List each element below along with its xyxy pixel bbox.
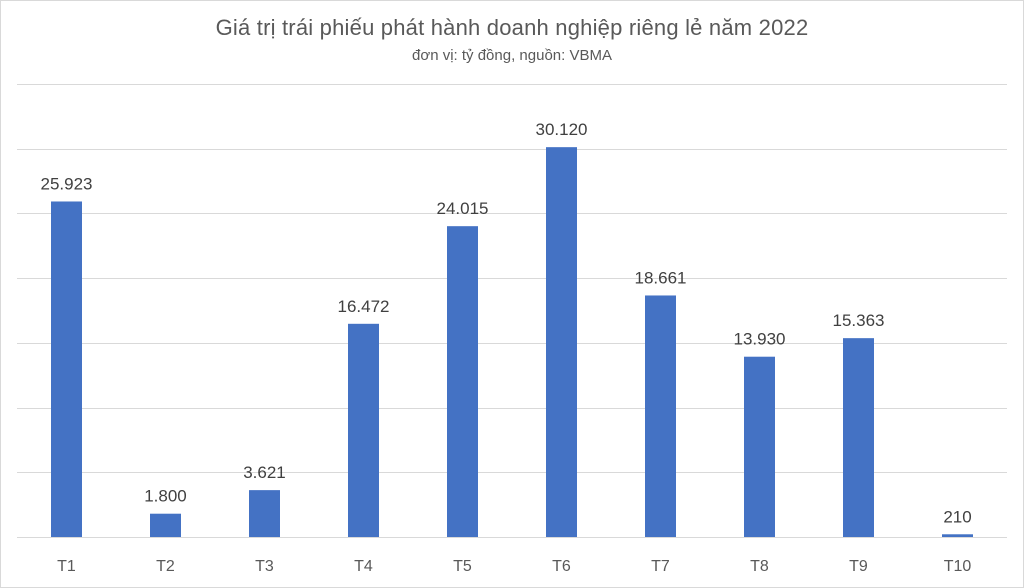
bar-t5 xyxy=(447,226,478,537)
x-tick-label-t3: T3 xyxy=(255,558,274,575)
data-label-t9: 15.363 xyxy=(833,311,885,330)
x-tick-label-t1: T1 xyxy=(57,558,76,575)
chart-subtitle: đơn vị: tỷ đồng, nguồn: VBMA xyxy=(412,47,612,64)
data-label-t10: 210 xyxy=(943,507,971,526)
data-label-t6: 30.120 xyxy=(536,120,588,139)
data-label-t2: 1.800 xyxy=(144,487,187,506)
data-label-t3: 3.621 xyxy=(243,463,286,482)
x-tick-label-t9: T9 xyxy=(849,558,868,575)
x-tick-label-t6: T6 xyxy=(552,558,571,575)
data-label-t1: 25.923 xyxy=(41,174,93,193)
x-tick-label-t10: T10 xyxy=(944,558,972,575)
bar-t2 xyxy=(150,513,181,537)
x-tick-label-t7: T7 xyxy=(651,558,670,575)
bar-t10 xyxy=(942,534,973,537)
bar-t6 xyxy=(546,147,577,538)
x-tick-label-t2: T2 xyxy=(156,558,175,575)
bar-t3 xyxy=(249,490,280,537)
x-tick-label-t5: T5 xyxy=(453,558,472,575)
bar-t7 xyxy=(645,295,676,537)
data-label-t5: 24.015 xyxy=(437,199,489,218)
bar-t1 xyxy=(51,201,82,538)
bar-t8 xyxy=(744,356,775,537)
data-label-t7: 18.661 xyxy=(635,268,687,287)
data-label-t8: 13.930 xyxy=(734,330,786,349)
bar-t4 xyxy=(348,323,379,537)
x-tick-label-t4: T4 xyxy=(354,558,373,575)
chart-title: Giá trị trái phiếu phát hành doanh nghiệ… xyxy=(215,15,809,40)
data-label-t4: 16.472 xyxy=(338,297,390,316)
bar-t9 xyxy=(843,338,874,537)
x-tick-label-t8: T8 xyxy=(750,558,769,575)
